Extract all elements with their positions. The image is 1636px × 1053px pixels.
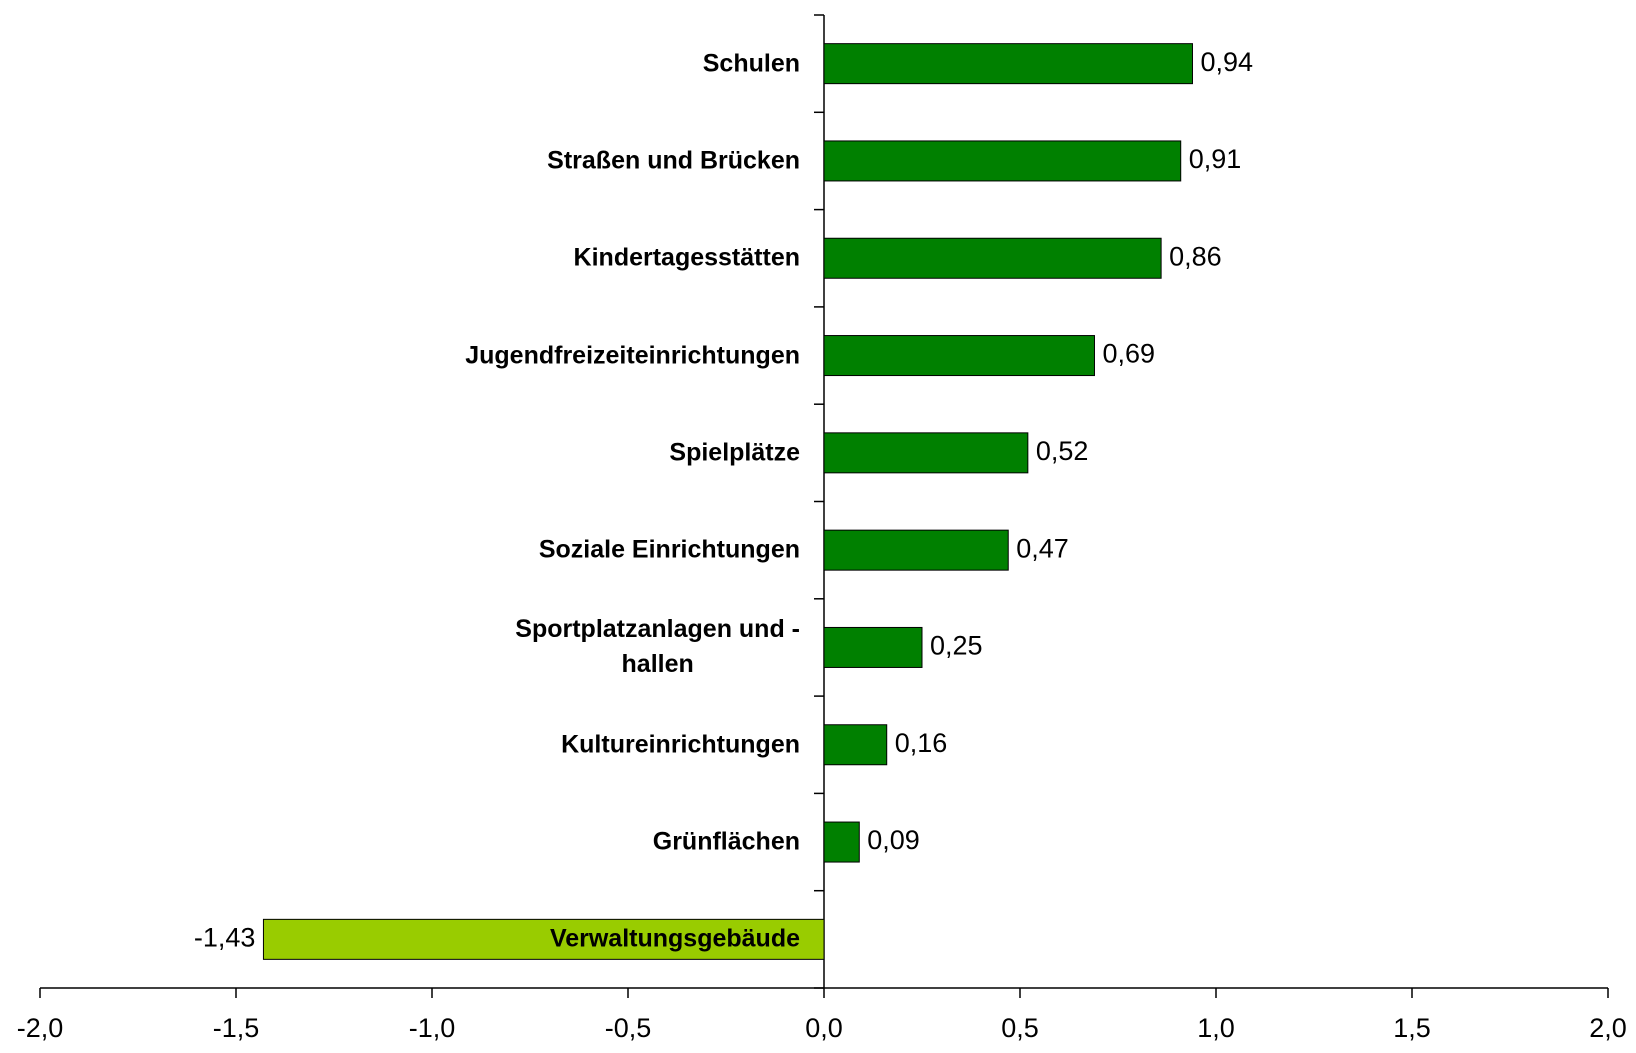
x-tick-label: 1,0 (1197, 1013, 1235, 1043)
bar (823, 724, 888, 766)
category-label: Kultureinrichtungen (561, 730, 800, 759)
category-label: Verwaltungsgebäude (549, 924, 800, 953)
bar (823, 821, 860, 863)
bar (823, 237, 1162, 279)
value-label: 0,94 (1200, 47, 1253, 77)
category-label: Grünflächen (652, 827, 800, 856)
bar (823, 335, 1095, 377)
x-tick-label: 1,5 (1393, 1013, 1431, 1043)
category-label: Sportplatzanlagen und - hallen (515, 615, 800, 679)
category-label: Jugendfreizeiteinrichtungen (465, 341, 800, 370)
bar (823, 529, 1009, 571)
category-label: Kindertagesstätten (573, 243, 800, 272)
bar (823, 626, 923, 668)
x-tick-label: 2,0 (1589, 1013, 1627, 1043)
x-tick-label: 0,0 (805, 1013, 843, 1043)
x-tick-label: -2,0 (17, 1013, 64, 1043)
value-label: 0,86 (1169, 241, 1222, 271)
value-label: 0,52 (1036, 436, 1089, 466)
x-tick-label: -1,0 (409, 1013, 456, 1043)
category-label: Straßen und Brücken (547, 146, 800, 175)
value-label: 0,09 (867, 825, 920, 855)
value-label: 0,16 (895, 728, 948, 758)
x-tick-label: -1,5 (213, 1013, 260, 1043)
value-label: 0,25 (930, 631, 983, 661)
category-label: Soziale Einrichtungen (538, 535, 800, 564)
value-label: 0,91 (1189, 144, 1242, 174)
value-label: 0,69 (1102, 339, 1155, 369)
category-label: Spielplätze (669, 438, 800, 467)
category-label: Schulen (702, 49, 800, 78)
bar (262, 918, 825, 960)
bar (823, 43, 1193, 85)
value-label: 0,47 (1016, 533, 1069, 563)
x-tick-label: 0,5 (1001, 1013, 1039, 1043)
bar (823, 432, 1029, 474)
x-tick-label: -0,5 (605, 1013, 652, 1043)
bar (823, 140, 1182, 182)
value-label: -1,43 (194, 922, 256, 952)
